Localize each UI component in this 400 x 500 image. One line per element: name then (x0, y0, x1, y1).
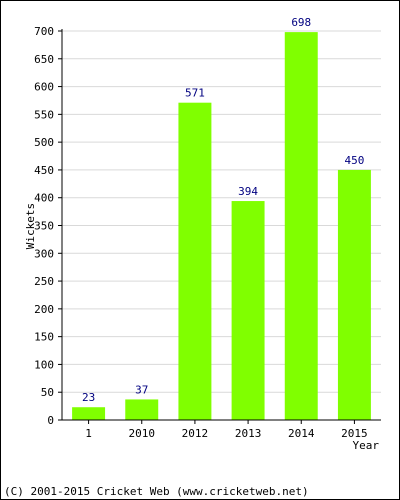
bar (284, 32, 318, 421)
data-label: 37 (135, 383, 148, 396)
x-tick-label: 2012 (182, 427, 209, 440)
y-tick-label: 700 (34, 25, 54, 38)
y-tick-label: 350 (34, 220, 54, 233)
x-tick-label: 2013 (235, 427, 262, 440)
y-tick-label: 450 (34, 164, 54, 177)
x-tick-label: 2014 (288, 427, 315, 440)
y-tick-label: 300 (34, 247, 54, 260)
y-tick-label: 650 (34, 53, 54, 66)
labels: 0 50 100 150 200 250 300 350 400 450 500 550 600 650 7… (24, 16, 379, 452)
x-tick-label: 2015 (341, 427, 368, 440)
y-tick-label: 100 (34, 358, 54, 371)
x-tick-label: 1 (85, 427, 92, 440)
y-axis-title: Wickets (24, 203, 37, 249)
y-tick-label: 50 (41, 386, 54, 399)
bars (72, 32, 371, 421)
y-tick-label: 250 (34, 275, 54, 288)
x-axis-title: Year (353, 439, 380, 452)
data-label: 450 (344, 154, 364, 167)
y-tick-label: 0 (47, 414, 54, 427)
bar (231, 201, 265, 420)
grid-lines (62, 30, 381, 393)
y-tick-label: 200 (34, 303, 54, 316)
x-tick-label: 2010 (129, 427, 156, 440)
copyright-footer: (C) 2001-2015 Cricket Web (www.cricketwe… (4, 485, 309, 498)
y-tick-label: 150 (34, 331, 54, 344)
bar (337, 169, 371, 420)
y-tick-label: 500 (34, 136, 54, 149)
bar (125, 399, 159, 420)
data-label: 571 (185, 87, 205, 100)
data-label: 394 (238, 185, 258, 198)
bar (178, 102, 212, 421)
axes (58, 29, 381, 424)
y-tick-label: 550 (34, 108, 54, 121)
y-tick-label: 400 (34, 192, 54, 205)
bar (72, 407, 106, 420)
data-label: 23 (82, 391, 95, 404)
y-tick-label: 600 (34, 81, 54, 94)
data-label: 698 (291, 16, 311, 29)
